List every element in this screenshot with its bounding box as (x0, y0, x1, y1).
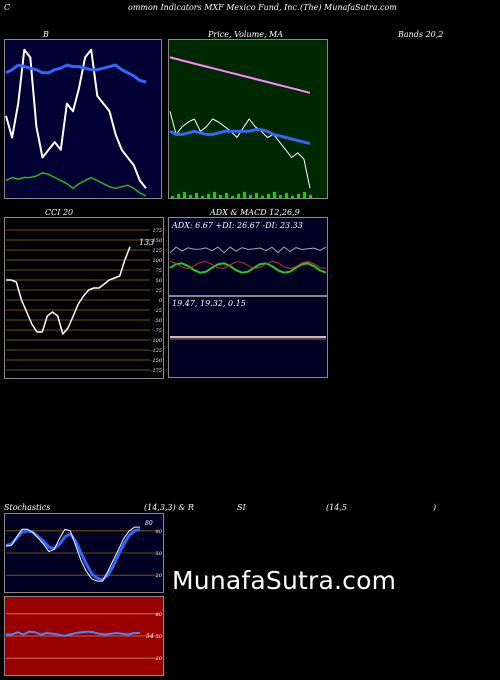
rsi-params-close: ) (433, 503, 437, 512)
stoch-k-line (6, 526, 140, 582)
stochastics-params: (14,3,3) & R (144, 503, 194, 512)
minus-di-line (169, 260, 327, 270)
cci-tick-label: 25 (155, 288, 162, 294)
rsi-tick-label: 20 (155, 656, 163, 662)
cci-value-label: 133 (139, 238, 154, 247)
stoch-tick-label: 20 (155, 573, 163, 579)
volume-bar (177, 194, 180, 198)
macd-readout: 19.47, 19.32, 0.15 (172, 299, 246, 308)
adx-macd-panel-title: ADX & MACD 12,26,9 (210, 208, 300, 217)
bollinger-upper-band (5, 172, 147, 197)
bollinger-price-line (5, 48, 147, 189)
plus-di-line (169, 262, 327, 274)
volume-bar (273, 192, 276, 198)
volume-bar (207, 194, 210, 198)
volume-bar (285, 193, 288, 198)
price-long-ma-line (169, 56, 311, 94)
volume-bar (237, 194, 240, 198)
stoch-value-label: 80 (145, 520, 153, 527)
rsi-tick-label: 50 (156, 634, 163, 640)
stoch-tick-label: 80 (156, 529, 163, 535)
cci-tick-label: 150 (152, 238, 162, 244)
cci-tick-label: -25 (154, 308, 162, 314)
header-prefix: C (4, 3, 11, 12)
volume-bar (219, 195, 222, 198)
cci-tick-label: 50 (156, 278, 163, 284)
volume-bar (213, 192, 216, 198)
cci-panel-title: CCI 20 (45, 208, 74, 217)
header-title: ommon Indicators MXF Mexico Fund, Inc. (128, 3, 300, 12)
cci-tick-label: 100 (152, 258, 162, 264)
volume-bar (249, 195, 252, 198)
adx-readout: ADX: 6.67 +DI: 26.67 -DI: 23.33 (172, 221, 303, 230)
volume-bar (291, 196, 294, 198)
volume-bar (183, 192, 186, 198)
volume-bar (201, 196, 204, 198)
bands-panel-title: B (43, 30, 49, 39)
cci-tick-label: 0 (159, 298, 163, 304)
brand-watermark: MunafaSutra.com (172, 566, 397, 595)
volume-bar (297, 194, 300, 198)
cci-tick-label: -100 (151, 338, 163, 344)
volume-bar (195, 193, 198, 198)
volume-bar (261, 196, 264, 198)
volume-bar (171, 196, 174, 198)
price-close-line (169, 111, 311, 189)
cci-line (6, 246, 131, 335)
cci-tick-label: -175 (151, 368, 162, 374)
rsi-line (6, 630, 140, 637)
volume-bar (255, 193, 258, 198)
volume-bar (303, 192, 306, 198)
stochastics-title: Stochastics (4, 503, 51, 512)
cci-tick-label: 175 (152, 228, 162, 234)
volume-bar (309, 195, 312, 198)
stoch-tick-label: 50 (156, 551, 163, 557)
cci-tick-label: -75 (154, 328, 162, 334)
cci-panel (4, 217, 164, 379)
volume-bar (225, 193, 228, 198)
cci-tick-label: 125 (152, 248, 162, 254)
price-ma-line (169, 128, 311, 146)
rsi-params: (14,5 (326, 503, 347, 512)
volume-bar (279, 195, 282, 198)
bollinger-ma-line (5, 63, 147, 84)
bands-params-label: Bands 20,2 (398, 30, 444, 39)
rsi-value-label: 54 (146, 633, 154, 640)
cci-tick-label: 75 (156, 268, 162, 274)
adx-panel (168, 217, 328, 296)
header-site: (The) MunafaSutra.com (300, 3, 397, 12)
adx-line (169, 246, 327, 254)
volume-bar (243, 192, 246, 198)
price-panel-title: Price, Volume, MA (208, 30, 284, 39)
rsi-tick-label: 80 (156, 612, 163, 618)
volume-bar (189, 195, 192, 198)
cci-tick-label: -125 (151, 348, 162, 354)
volume-bar (267, 194, 270, 198)
cci-tick-label: -150 (151, 358, 163, 364)
volume-bar (231, 196, 234, 198)
cci-tick-label: -50 (154, 318, 163, 324)
rsi-title: SI (237, 503, 246, 512)
